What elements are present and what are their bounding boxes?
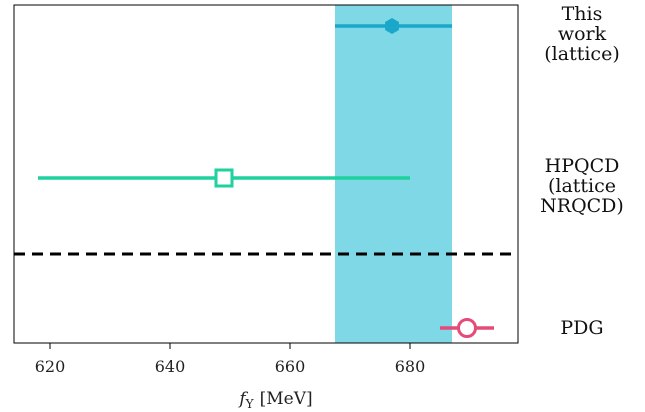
x-tick-label: 680 bbox=[395, 357, 426, 376]
x-tick-label: 660 bbox=[275, 357, 306, 376]
plot-frame bbox=[13, 4, 519, 344]
highlight-band bbox=[335, 5, 452, 343]
series-label-0: This work (lattice) bbox=[544, 3, 620, 65]
series-label-1: HPQCD (lattice NRQCD) bbox=[540, 155, 624, 217]
x-axis-title: fΥ [MeV] bbox=[237, 389, 312, 411]
series-label-2: PDG bbox=[560, 317, 604, 339]
x-tick-label: 640 bbox=[155, 357, 186, 376]
marker-square bbox=[214, 168, 234, 188]
x-tick-label: 620 bbox=[35, 357, 66, 376]
marker-hexagon bbox=[385, 18, 399, 34]
marker-circle bbox=[457, 318, 477, 338]
